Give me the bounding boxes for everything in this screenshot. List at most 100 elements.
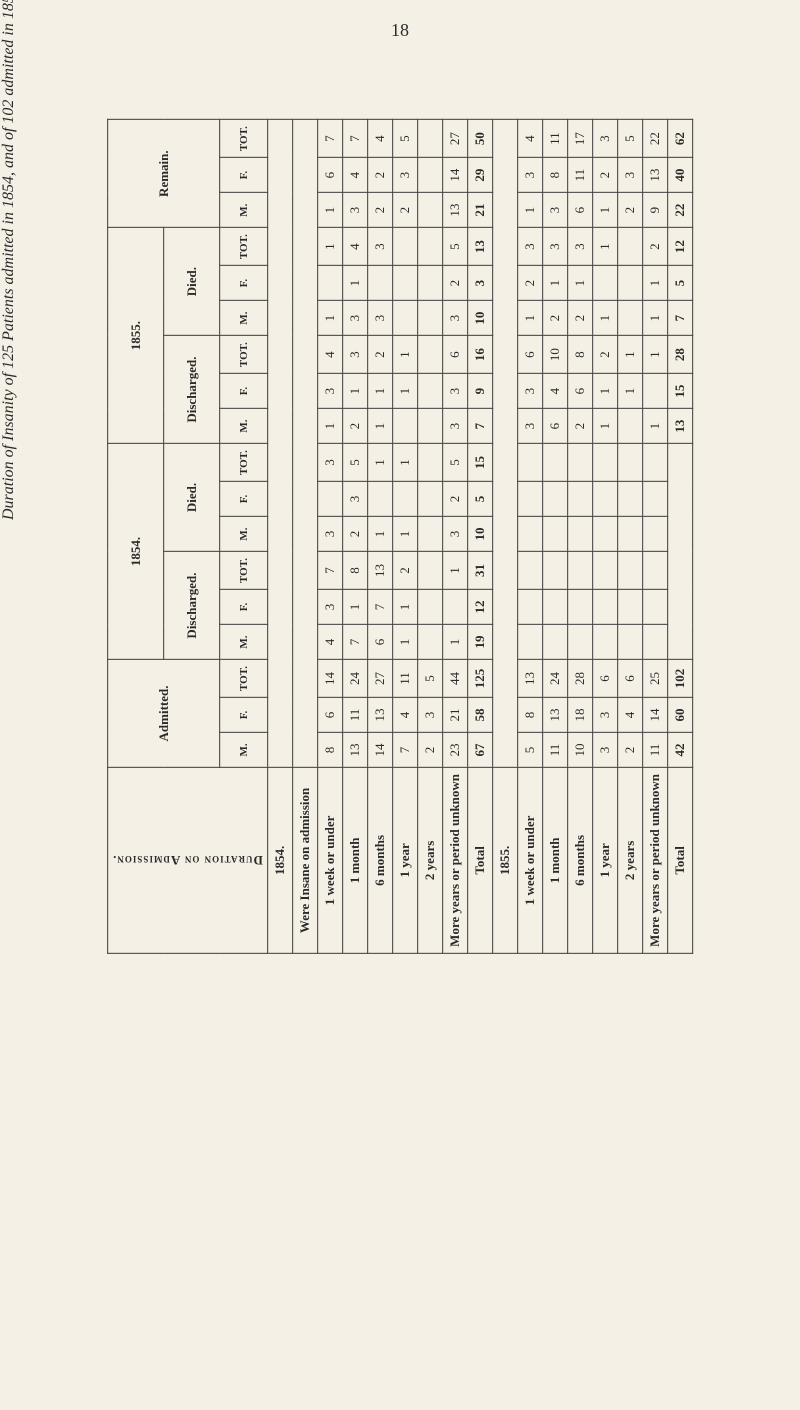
cell: 24 — [342, 660, 367, 698]
cell — [442, 590, 467, 625]
cell: 15 — [467, 444, 492, 482]
cell: 2 — [417, 732, 442, 767]
cell — [617, 409, 642, 444]
col-m: M. — [220, 625, 267, 660]
cell — [617, 301, 642, 336]
cell: 2 — [542, 301, 567, 336]
cell — [642, 482, 667, 517]
block-died-54: Died. — [164, 444, 220, 552]
block-remain: Remain. — [108, 120, 220, 228]
cell: 3 — [592, 120, 617, 158]
col-t: TOT. — [220, 336, 267, 374]
cell: 27 — [367, 660, 392, 698]
cell: 7 — [317, 120, 342, 158]
cell: 1 — [517, 301, 542, 336]
cell — [367, 482, 392, 517]
cell — [517, 517, 542, 552]
col-f: F. — [220, 266, 267, 301]
cell: 3 — [392, 158, 417, 193]
block-died-55: Died. — [164, 228, 220, 336]
insane-row: Were Insane on admission — [292, 120, 317, 954]
cell: 2 — [642, 228, 667, 266]
cell: 3 — [342, 482, 367, 517]
cell — [567, 444, 592, 482]
cell: 1 — [392, 336, 417, 374]
cell: 11 — [542, 732, 567, 767]
cell: 2 — [442, 266, 467, 301]
cell: 2 — [617, 732, 642, 767]
cell: 6 — [592, 660, 617, 698]
cell: 6 — [567, 193, 592, 228]
cell — [517, 625, 542, 660]
cell: 2 — [567, 301, 592, 336]
col-f: F. — [220, 374, 267, 409]
cell — [417, 444, 442, 482]
cell: 19 — [467, 625, 492, 660]
col-t: TOT. — [220, 120, 267, 158]
cell: 13 — [342, 732, 367, 767]
cell: 1 — [392, 517, 417, 552]
cell: 1 — [367, 444, 392, 482]
cell — [392, 482, 417, 517]
cell — [417, 517, 442, 552]
cell: 13 — [367, 552, 392, 590]
cell: 2 — [367, 336, 392, 374]
cell — [567, 517, 592, 552]
cell — [417, 336, 442, 374]
cell: 3 — [317, 590, 342, 625]
table-row: 6 months14132767131111233224 — [367, 120, 392, 954]
cell — [517, 590, 542, 625]
cell — [642, 444, 667, 482]
cell: 6 — [617, 660, 642, 698]
col-m: M. — [220, 732, 267, 767]
cell: 21 — [442, 697, 467, 732]
cell — [617, 266, 642, 301]
cell: 2 — [442, 482, 467, 517]
cell: 22 — [642, 120, 667, 158]
page-number: 18 — [20, 20, 780, 41]
cell: 40 — [667, 158, 692, 193]
row-label: 1 week or under — [317, 767, 342, 953]
cell — [317, 482, 342, 517]
cell: 2 — [392, 193, 417, 228]
cell: 2 — [392, 552, 417, 590]
cell — [417, 228, 442, 266]
cell: 21 — [467, 193, 492, 228]
block-admitted: Admitted. — [108, 660, 220, 768]
cell: 6 — [442, 336, 467, 374]
cell — [617, 625, 642, 660]
cell: 4 — [342, 158, 367, 193]
cell: 8 — [567, 336, 592, 374]
cell: 29 — [467, 158, 492, 193]
cell: 3 — [317, 444, 342, 482]
cell: 11 — [642, 732, 667, 767]
cell: 14 — [367, 732, 392, 767]
table-row: 1 week or under86144373313411167 — [317, 120, 342, 954]
cell: 102 — [667, 660, 692, 698]
cell: 6 — [567, 374, 592, 409]
cell: 23 — [442, 732, 467, 767]
cell: 13 — [542, 697, 567, 732]
cell — [417, 266, 442, 301]
cell: 1 — [642, 266, 667, 301]
cell: 4 — [517, 120, 542, 158]
cell: 9 — [642, 193, 667, 228]
cell — [542, 625, 567, 660]
block-discharged-55: Discharged. — [164, 336, 220, 444]
cell: 42 — [667, 732, 692, 767]
col-f: F. — [220, 482, 267, 517]
year-1854-header: 1854. — [108, 444, 164, 660]
table-row: 6 months10182826821361117 — [567, 120, 592, 954]
row-label: 2 years — [417, 767, 442, 953]
cell: 6 — [317, 697, 342, 732]
cell: 1 — [617, 374, 642, 409]
cell — [392, 409, 417, 444]
cell: 1 — [542, 266, 567, 301]
cell: 28 — [567, 660, 592, 698]
row-label: More years or period unknown — [642, 767, 667, 953]
cell — [567, 625, 592, 660]
cell: 3 — [467, 266, 492, 301]
col-m: M. — [220, 193, 267, 228]
cell: 4 — [342, 228, 367, 266]
cell: 14 — [442, 158, 467, 193]
